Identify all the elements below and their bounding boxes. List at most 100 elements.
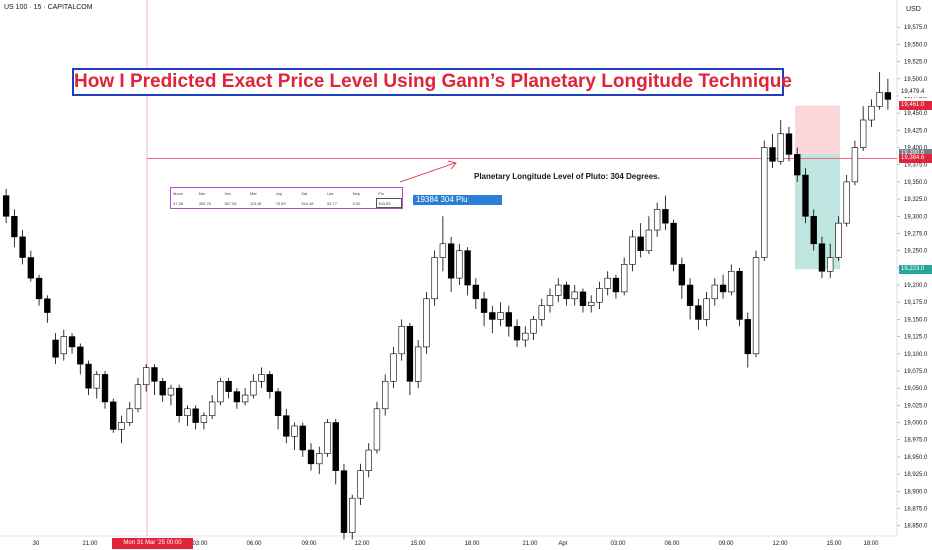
candle-body bbox=[118, 422, 125, 430]
candle-body bbox=[777, 133, 784, 162]
candle-body bbox=[316, 453, 323, 465]
candle-body bbox=[299, 425, 306, 451]
planet-header-cell: Jup bbox=[275, 190, 283, 196]
candle-body bbox=[563, 284, 570, 300]
candle-body bbox=[439, 243, 447, 258]
y-tick-label: 19,100.0 bbox=[904, 352, 928, 358]
candle-body bbox=[513, 325, 521, 341]
y-tick-label: 19,400.0 bbox=[904, 146, 928, 152]
candle-body bbox=[274, 391, 282, 416]
y-tick-label: 19,000.0 bbox=[904, 421, 928, 427]
candle-body bbox=[217, 380, 224, 403]
x-tick-label: 03:00 bbox=[192, 541, 208, 547]
y-tick-label: 19,325.0 bbox=[904, 197, 928, 203]
candle-body bbox=[126, 408, 133, 423]
candle-body bbox=[571, 291, 578, 300]
candle-body bbox=[175, 387, 183, 416]
candle-body bbox=[604, 277, 611, 289]
y-tick-label: 18,975.0 bbox=[904, 438, 928, 444]
x-tick-label: 15:00 bbox=[826, 541, 842, 547]
candle-body bbox=[27, 257, 35, 279]
x-tick-label: 30 bbox=[33, 541, 40, 547]
y-tick-label: 19,375.0 bbox=[904, 163, 928, 169]
candle-body bbox=[538, 305, 545, 320]
candle-body bbox=[530, 319, 537, 334]
planet-header-cell: Sat bbox=[301, 190, 308, 196]
candle-body bbox=[497, 312, 504, 320]
x-tick-label: 21:00 bbox=[82, 541, 98, 547]
candle-body bbox=[340, 470, 348, 533]
candle-body bbox=[794, 154, 801, 176]
candle-body bbox=[184, 408, 191, 416]
candle-body bbox=[225, 380, 232, 392]
y-tick-label: 19,275.0 bbox=[904, 231, 928, 237]
candle-body bbox=[827, 257, 834, 272]
x-tick-label: 15:00 bbox=[410, 541, 426, 547]
candle-body bbox=[423, 298, 430, 348]
candle-body bbox=[60, 336, 67, 355]
x-tick-label: 21:00 bbox=[522, 541, 538, 547]
candle-body bbox=[85, 363, 92, 389]
y-tick-label: 19,050.0 bbox=[904, 386, 928, 392]
candle-body bbox=[736, 270, 743, 320]
x-tick-label: 09:00 bbox=[718, 541, 734, 547]
y-tick-label: 19,175.0 bbox=[904, 300, 928, 306]
planet-header-cell: Ven bbox=[224, 190, 232, 196]
candle-body bbox=[159, 380, 166, 396]
currency-label: USD bbox=[906, 6, 921, 13]
planet-value-cell: 54.77 bbox=[326, 200, 337, 206]
candle-body bbox=[588, 301, 595, 306]
candle-body bbox=[233, 391, 241, 403]
candle-body bbox=[44, 298, 51, 313]
candle-body bbox=[414, 346, 422, 382]
planet-header-row: Moon Mer Ven Mar Jup Sat Ura Nep Plu bbox=[171, 188, 402, 198]
candle-body bbox=[456, 250, 463, 279]
candle-body bbox=[151, 367, 158, 382]
y-tick-label: 19,250.0 bbox=[904, 249, 928, 255]
candle-body bbox=[19, 236, 26, 258]
headline-banner: How I Predicted Exact Price Level Using … bbox=[72, 68, 792, 96]
candle-body bbox=[851, 147, 859, 183]
candle-body bbox=[134, 384, 142, 410]
candle-body bbox=[686, 284, 694, 306]
candle-body bbox=[629, 236, 636, 265]
planet-header-cell: Mar bbox=[249, 190, 257, 196]
candle-body bbox=[192, 408, 199, 423]
y-tick-label: 18,950.0 bbox=[904, 455, 928, 461]
y-tick-label: 19,425.0 bbox=[904, 128, 928, 134]
pluto-level-label[interactable]: 19384 304 Plu bbox=[413, 195, 502, 205]
candle-body bbox=[250, 380, 257, 396]
candle-body bbox=[670, 222, 677, 265]
candle-body bbox=[143, 367, 150, 386]
candle-body bbox=[241, 394, 249, 403]
candle-body bbox=[464, 250, 471, 286]
candle-body bbox=[110, 401, 117, 430]
candle-body bbox=[332, 422, 339, 471]
symbol-label[interactable]: US 100 · 15 · CAPITALCOM bbox=[4, 4, 93, 11]
planet-longitude-table: Moon Mer Ven Mar Jup Sat Ura Nep Plu 47.36 359.76… bbox=[170, 187, 403, 209]
candle-body bbox=[620, 264, 628, 293]
candle-body bbox=[728, 270, 735, 293]
candle-body bbox=[719, 284, 727, 293]
planet-header-cell: Ura bbox=[326, 190, 334, 196]
price-tag: 19,461.0 bbox=[899, 101, 932, 111]
price-tag: 19,479.4 bbox=[899, 88, 932, 98]
arrow-head bbox=[447, 160, 457, 170]
candle-body bbox=[835, 222, 842, 258]
candle-body bbox=[208, 401, 216, 416]
candle-body bbox=[349, 497, 356, 533]
x-tick-label: 09:00 bbox=[301, 541, 317, 547]
stop-loss-zone bbox=[795, 105, 840, 155]
y-tick-label: 18,900.0 bbox=[904, 489, 928, 495]
planet-value-cell: 0.00 bbox=[352, 200, 361, 206]
planet-header-cell: Nep bbox=[352, 190, 360, 196]
planet-value-row: 47.36 359.76 357.54 113.81 75.59 354.48 54.77 0… bbox=[171, 198, 402, 208]
candle-body bbox=[884, 92, 892, 100]
candle-body bbox=[167, 387, 175, 396]
candle-body bbox=[283, 415, 290, 437]
y-tick-label: 19,200.0 bbox=[904, 283, 928, 289]
y-tick-label: 18,925.0 bbox=[904, 472, 928, 478]
candle-body bbox=[382, 380, 389, 410]
y-tick-label: 19,025.0 bbox=[904, 403, 928, 409]
